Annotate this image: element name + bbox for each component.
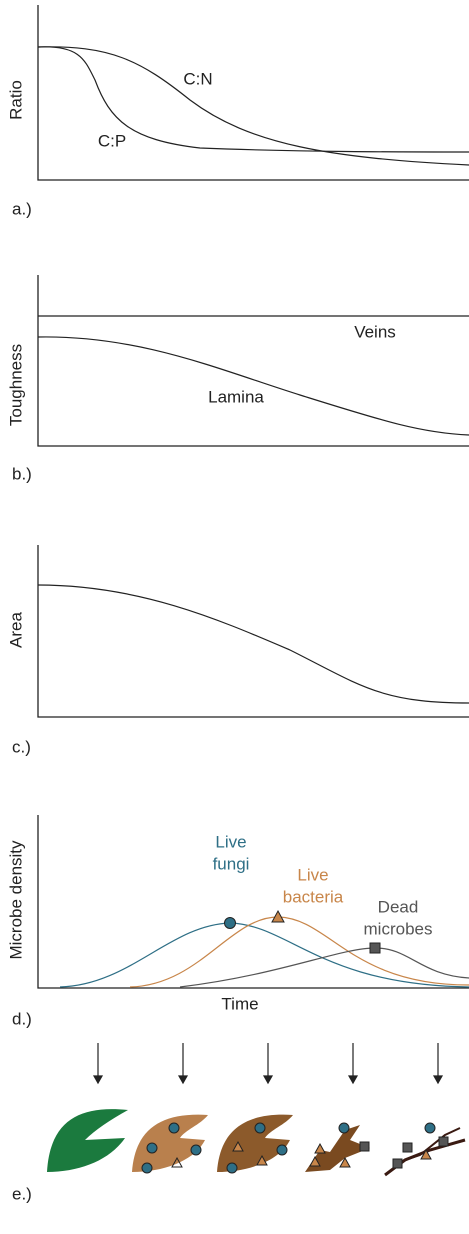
curve-label: Live <box>215 832 246 851</box>
x-label: Time <box>221 994 258 1013</box>
leaf-vein <box>404 1127 461 1161</box>
axes <box>37 5 469 181</box>
panel-label: d.) <box>12 1009 32 1028</box>
microbes <box>141 1122 449 1174</box>
curve <box>37 46 469 153</box>
curve-label: Dead <box>378 897 419 916</box>
leaf <box>132 1114 208 1172</box>
curve <box>179 947 469 988</box>
axes <box>37 545 469 718</box>
panel-label: e.) <box>12 1184 32 1203</box>
y-label: Area <box>6 612 25 648</box>
dead-marker <box>369 942 381 954</box>
curve-label: microbes <box>364 919 433 938</box>
bacteria-marker <box>271 909 285 923</box>
panel-label: b.) <box>12 464 32 483</box>
curve-label: Live <box>297 865 328 884</box>
panel-label: a.) <box>12 199 32 218</box>
y-label: Ratio <box>6 80 25 120</box>
curve <box>37 336 469 436</box>
arrows <box>92 1043 444 1085</box>
fungi-marker <box>224 917 236 929</box>
fresh-leaf <box>47 1109 128 1172</box>
curve-label: C:N <box>183 69 212 88</box>
axes <box>37 275 469 447</box>
y-label: Toughness <box>6 344 25 426</box>
y-label: Microbe density <box>6 840 25 960</box>
leaf <box>217 1114 293 1172</box>
curve-label: Lamina <box>208 387 264 406</box>
curve-label: C:P <box>98 131 126 150</box>
curve <box>37 46 469 166</box>
leaf-fragment <box>305 1125 370 1172</box>
panel-label: c.) <box>12 737 31 756</box>
curve-label: fungi <box>213 854 250 873</box>
axes <box>37 815 469 989</box>
curve-label: bacteria <box>283 887 344 906</box>
curve <box>37 584 469 704</box>
curve-label: Veins <box>354 322 396 341</box>
